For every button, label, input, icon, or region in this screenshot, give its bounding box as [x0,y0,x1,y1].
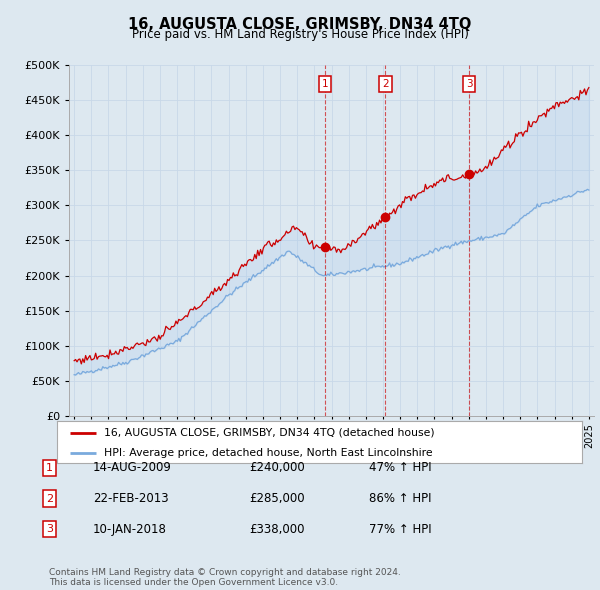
Text: 10-JAN-2018: 10-JAN-2018 [93,523,167,536]
Text: Contains HM Land Registry data © Crown copyright and database right 2024.: Contains HM Land Registry data © Crown c… [49,568,401,576]
Text: 47% ↑ HPI: 47% ↑ HPI [369,461,431,474]
Text: 16, AUGUSTA CLOSE, GRIMSBY, DN34 4TQ (detached house): 16, AUGUSTA CLOSE, GRIMSBY, DN34 4TQ (de… [104,428,435,438]
Text: 77% ↑ HPI: 77% ↑ HPI [369,523,431,536]
Text: £285,000: £285,000 [249,492,305,505]
Text: 2: 2 [382,79,389,89]
Text: 1: 1 [46,463,53,473]
Text: £240,000: £240,000 [249,461,305,474]
Text: 2: 2 [46,494,53,503]
Text: 3: 3 [46,525,53,534]
Text: 86% ↑ HPI: 86% ↑ HPI [369,492,431,505]
Text: HPI: Average price, detached house, North East Lincolnshire: HPI: Average price, detached house, Nort… [104,448,433,457]
Text: 1: 1 [322,79,328,89]
Text: £338,000: £338,000 [249,523,305,536]
Text: This data is licensed under the Open Government Licence v3.0.: This data is licensed under the Open Gov… [49,578,338,587]
Text: 14-AUG-2009: 14-AUG-2009 [93,461,172,474]
Text: Price paid vs. HM Land Registry's House Price Index (HPI): Price paid vs. HM Land Registry's House … [131,28,469,41]
Text: 3: 3 [466,79,473,89]
Text: 16, AUGUSTA CLOSE, GRIMSBY, DN34 4TQ: 16, AUGUSTA CLOSE, GRIMSBY, DN34 4TQ [128,17,472,31]
Text: 22-FEB-2013: 22-FEB-2013 [93,492,169,505]
